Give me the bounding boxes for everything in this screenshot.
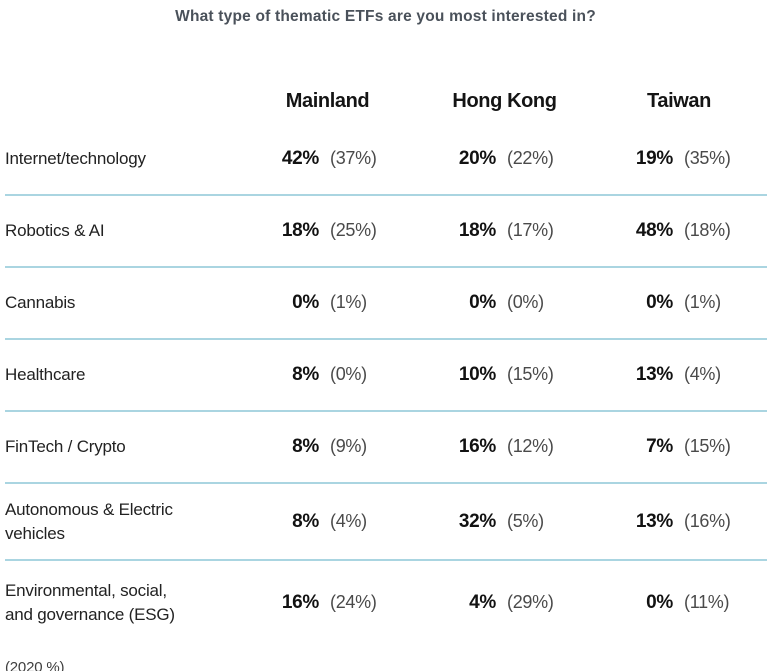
row-label: Environmental, social, and governance (E… <box>5 581 175 624</box>
value-current: 0% <box>292 292 319 313</box>
value-2020: (1%) <box>330 292 367 312</box>
value-2020: (12%) <box>507 436 554 456</box>
value-2020: (24%) <box>330 592 377 612</box>
value-2020: (0%) <box>507 292 544 312</box>
value-current: 0% <box>646 592 673 613</box>
cell-hong-kong: 18% (17%) <box>416 220 593 242</box>
value-2020: (22%) <box>507 148 554 168</box>
value-current: 7% <box>646 436 673 457</box>
row-label: Robotics & AI <box>5 221 105 241</box>
value-current: 18% <box>458 220 496 241</box>
cell-mainland: 42% (37%) <box>239 148 416 170</box>
table-row-autonomous-electric-vehicles: Autonomous & Electric vehicles 8% (4%) 3… <box>5 484 767 561</box>
cell-taiwan: 48% (18%) <box>593 220 765 242</box>
value-current: 0% <box>469 292 496 313</box>
cell-taiwan: 7% (15%) <box>593 436 765 458</box>
value-2020: (15%) <box>507 364 554 384</box>
value-current: 16% <box>458 436 496 457</box>
value-current: 4% <box>469 592 496 613</box>
value-2020: (37%) <box>330 148 377 168</box>
cell-hong-kong: 10% (15%) <box>416 364 593 386</box>
value-current: 18% <box>281 220 319 241</box>
value-2020: (11%) <box>684 592 730 612</box>
cell-taiwan: 13% (16%) <box>593 511 765 533</box>
value-2020: (18%) <box>684 220 731 240</box>
row-label: Cannabis <box>5 293 76 313</box>
value-current: 16% <box>281 592 319 613</box>
value-2020: (17%) <box>507 220 554 240</box>
value-2020: (0%) <box>330 364 367 384</box>
value-current: 8% <box>292 436 319 457</box>
row-label: FinTech / Crypto <box>5 437 126 457</box>
footnote-2020-percent: (2020 %) <box>5 659 65 671</box>
cell-hong-kong: 4% (29%) <box>416 592 593 614</box>
cell-hong-kong: 20% (22%) <box>416 148 593 170</box>
value-current: 8% <box>292 510 319 532</box>
value-current: 10% <box>458 364 496 385</box>
value-current: 8% <box>292 364 319 385</box>
etf-results-table: Mainland Hong Kong Taiwan Internet/techn… <box>5 78 767 645</box>
value-current: 48% <box>635 220 673 241</box>
table-row-internet-technology: Internet/technology 42% (37%) 20% (22%) … <box>5 124 767 196</box>
value-2020: (35%) <box>684 148 731 168</box>
cell-taiwan: 13% (4%) <box>593 364 765 386</box>
cell-hong-kong: 16% (12%) <box>416 436 593 458</box>
value-2020: (15%) <box>684 436 731 456</box>
cell-mainland: 8% (9%) <box>239 436 416 458</box>
figure-title: What type of thematic ETFs are you most … <box>175 8 596 25</box>
cell-mainland: 0% (1%) <box>239 292 416 314</box>
value-current: 19% <box>635 148 673 169</box>
value-current: 13% <box>635 364 673 385</box>
value-2020: (4%) <box>330 510 367 531</box>
table-row-robotics-ai: Robotics & AI 18% (25%) 18% (17%) 48% (1… <box>5 196 767 268</box>
table-row-esg: Environmental, social, and governance (E… <box>5 561 767 645</box>
row-label: Autonomous & Electric vehicles <box>5 499 173 543</box>
table-header-row: Mainland Hong Kong Taiwan <box>5 78 767 124</box>
row-label: Healthcare <box>5 365 86 385</box>
value-current: 0% <box>646 292 673 313</box>
cell-mainland: 18% (25%) <box>239 220 416 242</box>
cell-mainland: 8% (4%) <box>239 511 416 533</box>
value-current: 13% <box>635 510 673 532</box>
table-row-healthcare: Healthcare 8% (0%) 10% (15%) 13% (4%) <box>5 340 767 412</box>
cell-mainland: 16% (24%) <box>239 592 416 614</box>
column-header-taiwan: Taiwan <box>647 89 711 112</box>
row-label: Internet/technology <box>5 149 146 169</box>
value-2020: (5%) <box>507 510 544 531</box>
value-current: 20% <box>458 148 496 169</box>
value-current: 42% <box>281 148 319 169</box>
value-2020: (16%) <box>684 510 731 531</box>
table-row-cannabis: Cannabis 0% (1%) 0% (0%) 0% (1%) <box>5 268 767 340</box>
value-2020: (25%) <box>330 220 377 240</box>
table-row-fintech-crypto: FinTech / Crypto 8% (9%) 16% (12%) 7% (1… <box>5 412 767 484</box>
cell-mainland: 8% (0%) <box>239 364 416 386</box>
cell-taiwan: 0% (11%) <box>593 592 765 614</box>
cell-hong-kong: 32% (5%) <box>416 511 593 533</box>
cell-hong-kong: 0% (0%) <box>416 292 593 314</box>
cell-taiwan: 19% (35%) <box>593 148 765 170</box>
cell-taiwan: 0% (1%) <box>593 292 765 314</box>
value-current: 32% <box>458 510 496 532</box>
column-header-mainland: Mainland <box>285 89 370 112</box>
value-2020: (4%) <box>684 364 721 384</box>
column-header-hong-kong: Hong Kong <box>452 89 557 112</box>
value-2020: (29%) <box>507 592 554 612</box>
value-2020: (9%) <box>330 436 367 456</box>
value-2020: (1%) <box>684 292 721 312</box>
